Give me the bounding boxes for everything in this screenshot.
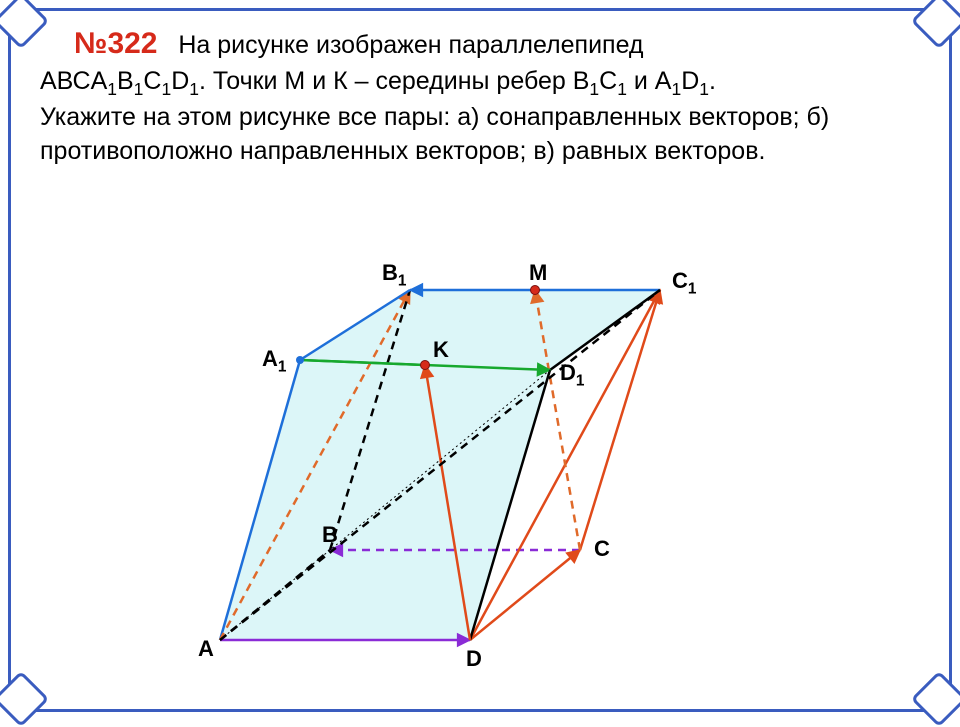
corner-decoration bbox=[911, 671, 960, 727]
diagram-svg bbox=[160, 240, 800, 700]
label-D1: D1 bbox=[560, 360, 584, 390]
parallelepiped-diagram: A B C D A1 B1 C1 D1 K M bbox=[160, 240, 800, 700]
label-K: K bbox=[433, 337, 449, 363]
text-part: АВСA bbox=[40, 67, 107, 95]
label-A: A bbox=[198, 636, 214, 662]
label-A1: A1 bbox=[262, 346, 286, 376]
label-D: D bbox=[466, 646, 482, 672]
problem-statement: №322 На рисунке изображен параллелепипед… bbox=[40, 24, 920, 169]
text-part: Укажите на этом рисунке все пары: а) сон… bbox=[40, 103, 829, 165]
label-B1: B1 bbox=[382, 260, 406, 290]
corner-decoration bbox=[0, 671, 49, 727]
problem-text: №322 На рисунке изображен параллелепипед… bbox=[40, 24, 920, 169]
text-part: На рисунке изображен параллелепипед bbox=[178, 31, 643, 59]
label-C: C bbox=[594, 536, 610, 562]
label-B: B bbox=[322, 522, 338, 548]
label-M: M bbox=[529, 260, 547, 286]
problem-number: №322 bbox=[74, 27, 158, 60]
label-C1: C1 bbox=[672, 268, 696, 298]
